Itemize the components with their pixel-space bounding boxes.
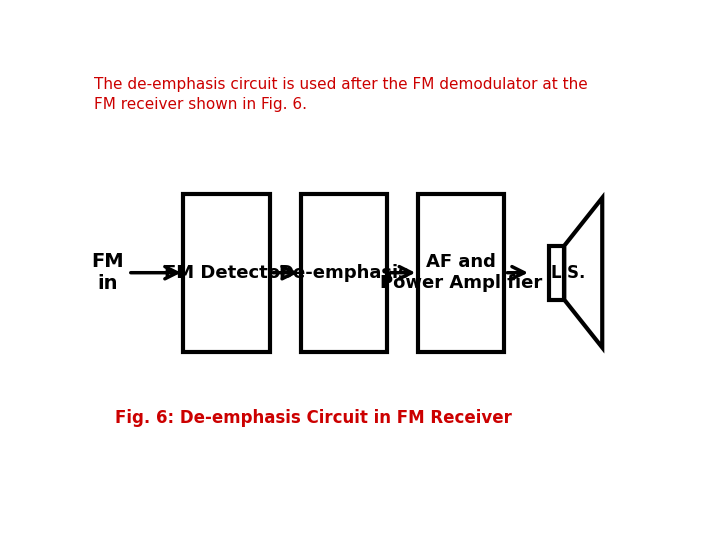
Text: FM Detector: FM Detector [164, 264, 289, 282]
Text: L.S.: L.S. [550, 264, 585, 282]
FancyBboxPatch shape [301, 194, 387, 352]
Text: Fig. 6: De-emphasis Circuit in FM Receiver: Fig. 6: De-emphasis Circuit in FM Receiv… [114, 409, 512, 427]
Polygon shape [564, 198, 602, 348]
Text: De-emphasis: De-emphasis [279, 264, 409, 282]
Polygon shape [549, 246, 564, 300]
FancyBboxPatch shape [418, 194, 504, 352]
Text: AF and
Power Amplifier: AF and Power Amplifier [380, 253, 542, 292]
Text: The de-emphasis circuit is used after the FM demodulator at the
FM receiver show: The de-emphasis circuit is used after th… [94, 77, 588, 112]
FancyBboxPatch shape [184, 194, 270, 352]
Text: FM
in: FM in [91, 252, 124, 293]
